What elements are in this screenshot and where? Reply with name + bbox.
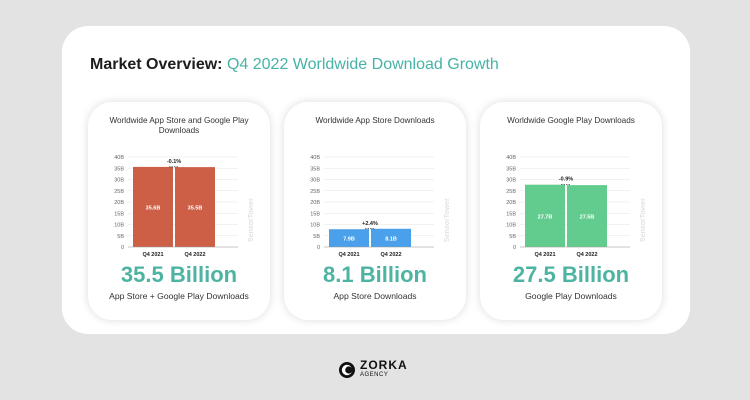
card-combined: Worldwide App Store and Google Play Down… <box>88 102 270 320</box>
bar <box>175 167 215 247</box>
y-tick-label: 5B <box>313 234 320 240</box>
bar <box>329 229 369 247</box>
y-tick-label: 15B <box>506 211 516 217</box>
card-app-store: Worldwide App Store Downloads 0 5B 10B 15B 2… <box>284 102 466 320</box>
bar <box>525 184 565 247</box>
data-label: 35.6B <box>146 205 161 211</box>
big-value: 27.5 Billion <box>512 262 630 287</box>
watermark-text: SensorTower <box>248 198 255 242</box>
y-tick-label: 5B <box>117 234 124 240</box>
chart-combined: 0 5B 10B 15B 20B 25B 30B 35B 40B 35.6B Q4 2021 35.5… <box>114 155 255 258</box>
y-tick-label: 15B <box>310 211 320 217</box>
x-tick-label: Q4 2022 <box>576 252 597 258</box>
brand-logo: ZORKA AGENCY <box>338 358 408 380</box>
y-tick-label: 0 <box>317 245 320 251</box>
y-tick-label: 15B <box>114 211 124 217</box>
y-tick-label: 40B <box>114 155 124 161</box>
watermark-text: SensorTower <box>444 198 451 242</box>
change-label: -0.1% <box>167 159 181 165</box>
watermark-text: SensorTower <box>640 198 647 242</box>
y-tick-label: 30B <box>310 178 320 184</box>
data-label: 8.1B <box>385 236 397 242</box>
card-google-play: Worldwide Google Play Downloads 0 5B 10B 15… <box>480 102 662 320</box>
y-tick-label: 20B <box>310 200 320 206</box>
title-bold: Market Overview: <box>90 56 223 73</box>
x-tick-label: Q4 2022 <box>184 252 205 258</box>
y-tick-label: 20B <box>114 200 124 206</box>
change-label: -0.9% <box>559 177 573 183</box>
y-tick-label: 10B <box>506 223 516 229</box>
y-tick-label: 25B <box>310 189 320 195</box>
big-value: 8.1 Billion <box>323 262 427 287</box>
page-title: Market Overview: Q4 2022 Worldwide Downl… <box>90 55 499 75</box>
y-tick-label: 0 <box>513 245 516 251</box>
y-tick-label: 35B <box>114 166 124 172</box>
y-tick-label: 35B <box>310 166 320 172</box>
title-subtitle: Q4 2022 Worldwide Download Growth <box>226 56 499 73</box>
card-title: Worldwide App Store Downloads <box>315 116 435 125</box>
y-tick-label: 35B <box>506 166 516 172</box>
x-tick-label: Q4 2021 <box>338 252 359 258</box>
chart-app-store: 0 5B 10B 15B 20B 25B 30B 35B 40B 7.9B Q4 2021 8.1B Q… <box>310 155 451 258</box>
x-tick-label: Q4 2021 <box>142 252 163 258</box>
y-tick-label: 40B <box>506 155 516 161</box>
card-title: Worldwide Google Play Downloads <box>507 116 635 125</box>
y-tick-label: 10B <box>310 223 320 229</box>
bar <box>133 166 173 247</box>
y-tick-label: 10B <box>114 223 124 229</box>
y-tick-label: 40B <box>310 155 320 161</box>
chart-google-play: 0 5B 10B 15B 20B 25B 30B 35B 40B 27.7B Q4 2021 27.5… <box>506 155 647 258</box>
card-caption: App Store + Google Play Downloads <box>109 291 249 301</box>
data-label: 27.5B <box>580 215 595 221</box>
change-label: +2.4% <box>362 221 378 227</box>
big-value: 35.5 Billion <box>120 262 238 287</box>
card-caption: Google Play Downloads <box>525 291 617 301</box>
bar <box>371 228 411 247</box>
x-tick-label: Q4 2021 <box>534 252 555 258</box>
y-tick-label: 25B <box>506 189 516 195</box>
card-title: Worldwide App Store and Google Play Down… <box>109 116 249 135</box>
brand-tagline: AGENCY <box>360 372 389 378</box>
data-label: 7.9B <box>343 237 355 243</box>
data-label: 35.5B <box>188 206 203 212</box>
y-tick-label: 25B <box>114 189 124 195</box>
data-label: 27.7B <box>538 214 553 220</box>
y-tick-label: 30B <box>506 178 516 184</box>
y-tick-label: 20B <box>506 200 516 206</box>
y-tick-label: 30B <box>114 178 124 184</box>
y-tick-label: 5B <box>509 234 516 240</box>
y-tick-label: 0 <box>121 245 124 251</box>
card-caption: App Store Downloads <box>333 291 417 301</box>
brand-name: ZORKA <box>360 358 408 372</box>
bar <box>567 185 607 247</box>
x-tick-label: Q4 2022 <box>380 252 401 258</box>
zorka-logo-icon <box>339 362 355 378</box>
